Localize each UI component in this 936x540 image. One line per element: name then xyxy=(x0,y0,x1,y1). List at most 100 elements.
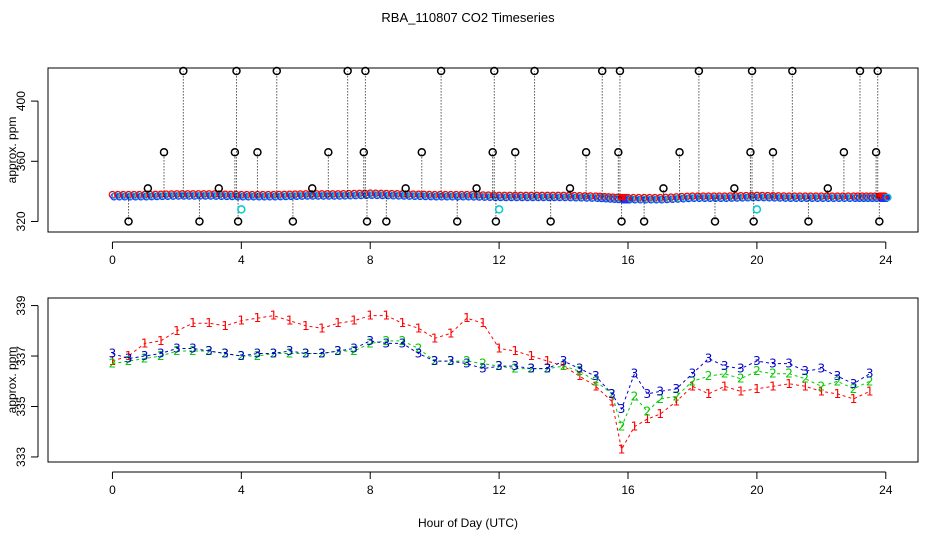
series-marker-1: 1 xyxy=(141,336,149,350)
spike-point xyxy=(749,217,758,226)
series-marker-3: 3 xyxy=(689,367,697,381)
series-marker-3: 3 xyxy=(818,362,826,376)
series-marker-1: 1 xyxy=(592,379,600,393)
baseline-point xyxy=(350,189,358,198)
spike-point xyxy=(597,66,607,76)
spike-point xyxy=(362,217,372,226)
series-marker-2: 2 xyxy=(383,334,391,348)
baseline-point xyxy=(677,192,686,201)
series-marker-2: 2 xyxy=(705,369,713,383)
baseline-point xyxy=(173,190,181,198)
spike-point xyxy=(855,66,865,76)
series-marker-1: 1 xyxy=(544,354,552,368)
baseline-point xyxy=(446,190,455,199)
series-marker-3: 3 xyxy=(479,362,487,376)
baseline-point xyxy=(221,190,230,199)
series-marker-1: 1 xyxy=(528,349,536,363)
series-marker-3: 3 xyxy=(769,357,777,371)
baseline-point xyxy=(371,189,380,198)
spike-point xyxy=(747,66,757,76)
baseline-point xyxy=(242,190,251,199)
baseline-point xyxy=(880,192,889,200)
baseline-point xyxy=(715,192,724,200)
top-x-tick-label: 20 xyxy=(750,253,764,267)
spike-point xyxy=(491,217,501,226)
series-marker-3: 3 xyxy=(302,347,310,361)
series-marker-1: 1 xyxy=(689,379,697,393)
baseline-point xyxy=(758,191,767,200)
spike-point xyxy=(382,217,391,226)
baseline-point xyxy=(484,191,493,199)
spike-point xyxy=(871,148,881,157)
series-marker-3: 3 xyxy=(544,362,552,376)
baseline-point xyxy=(189,190,197,198)
series-marker-3: 3 xyxy=(318,347,326,361)
spike-point xyxy=(272,66,282,76)
baseline-point xyxy=(543,191,552,200)
spike-point xyxy=(488,148,497,157)
series-marker-3: 3 xyxy=(705,352,713,366)
baseline-point xyxy=(704,192,713,200)
baseline-point xyxy=(108,190,117,199)
baseline-point xyxy=(586,192,595,200)
series-marker-2: 2 xyxy=(189,344,197,358)
series-marker-3: 3 xyxy=(238,349,246,363)
series-marker-1: 1 xyxy=(125,349,133,363)
baseline-point xyxy=(194,190,203,198)
baseline-point xyxy=(731,192,740,200)
series-marker-1: 1 xyxy=(801,379,809,393)
spike-point xyxy=(873,66,882,76)
spike-point xyxy=(675,148,684,157)
baseline-point xyxy=(425,190,434,199)
series-marker-3: 3 xyxy=(785,357,793,371)
series-marker-1: 1 xyxy=(383,309,391,323)
baseline-point xyxy=(817,192,826,200)
baseline-point xyxy=(581,192,589,200)
series-marker-1: 1 xyxy=(850,392,858,406)
spike-point xyxy=(452,217,462,226)
series-marker-2: 2 xyxy=(463,354,471,368)
series-marker-2: 2 xyxy=(157,349,165,363)
series-marker-3: 3 xyxy=(673,382,681,396)
bottom-x-tick-label: 4 xyxy=(238,483,245,497)
baseline-point xyxy=(275,190,283,199)
baseline-point xyxy=(559,191,568,200)
series-marker-1: 1 xyxy=(608,394,616,408)
baseline-point xyxy=(667,193,675,201)
spike-point xyxy=(359,148,369,157)
top-x-tick-label: 24 xyxy=(879,253,893,267)
series-marker-3: 3 xyxy=(511,359,519,373)
series-marker-2: 2 xyxy=(350,344,358,358)
baseline-point xyxy=(651,193,659,202)
spike-point xyxy=(233,217,243,226)
baseline-point xyxy=(140,190,149,199)
spike-point xyxy=(232,66,241,76)
top-plot-frame xyxy=(47,67,919,233)
baseline-point xyxy=(736,192,745,200)
baseline-point xyxy=(522,191,530,200)
series-marker-1: 1 xyxy=(221,319,229,333)
baseline-point xyxy=(747,191,756,200)
baseline-point xyxy=(199,190,208,198)
baseline-point xyxy=(226,190,235,199)
series-marker-2: 2 xyxy=(576,364,584,378)
series-marker-3: 3 xyxy=(431,354,439,368)
series-marker-1: 1 xyxy=(479,316,487,330)
baseline-point xyxy=(355,189,364,198)
baseline-point xyxy=(806,192,815,200)
baseline-point xyxy=(178,190,187,198)
series-marker-3: 3 xyxy=(415,347,423,361)
spike-point xyxy=(195,217,204,226)
bottom-y-tick-label: 337 xyxy=(14,346,28,366)
series-marker-1: 1 xyxy=(769,379,777,393)
spike-point xyxy=(214,184,224,193)
top-data-marks xyxy=(108,66,892,226)
baseline-point xyxy=(291,190,299,198)
spike-point xyxy=(143,184,153,193)
spike-point xyxy=(710,217,720,226)
baseline-point xyxy=(334,190,342,198)
baseline-point xyxy=(549,191,557,200)
bottom-plot-frame xyxy=(47,297,919,463)
spike-point xyxy=(746,148,755,157)
series-marker-2: 2 xyxy=(753,364,761,378)
